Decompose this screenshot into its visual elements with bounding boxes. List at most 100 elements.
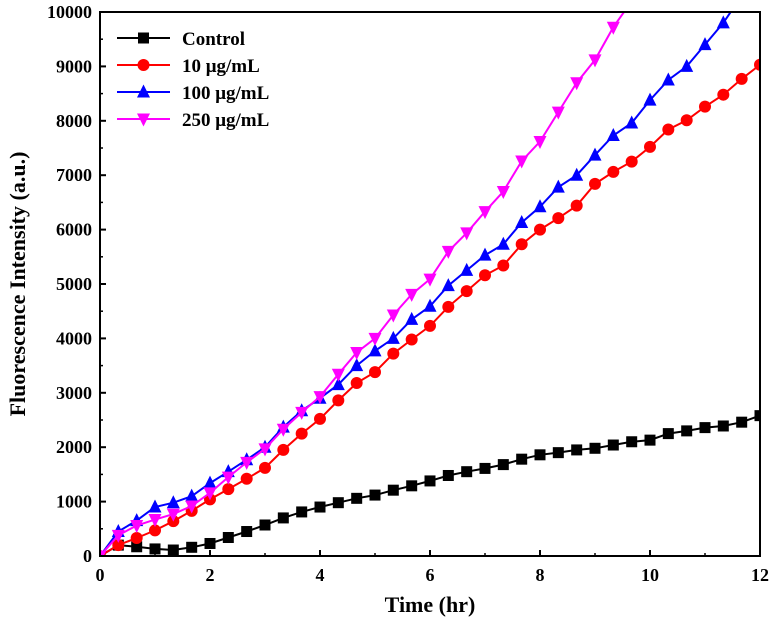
data-point xyxy=(754,58,760,71)
data-point xyxy=(625,0,638,9)
data-point xyxy=(149,524,161,537)
data-point xyxy=(461,466,473,478)
data-point xyxy=(699,422,711,434)
data-point xyxy=(533,199,547,213)
data-point xyxy=(386,330,400,344)
data-point xyxy=(496,186,510,200)
data-point xyxy=(607,165,620,178)
data-point xyxy=(552,447,564,459)
data-point xyxy=(478,247,492,261)
data-point xyxy=(277,443,290,456)
data-point xyxy=(479,462,491,474)
data-point xyxy=(405,288,419,302)
data-point xyxy=(625,155,638,168)
data-point xyxy=(166,508,180,522)
data-point xyxy=(589,442,601,454)
data-point xyxy=(717,88,730,101)
data-point xyxy=(643,92,657,106)
data-point xyxy=(185,488,199,502)
y-tick-label: 1000 xyxy=(56,492,92,512)
legend-label: 100 μg/mL xyxy=(182,83,269,104)
data-point xyxy=(313,391,327,405)
data-point xyxy=(350,377,363,390)
y-tick-label: 4000 xyxy=(56,328,92,348)
x-tick-label: 0 xyxy=(96,565,105,585)
legend-label: 250 μg/mL xyxy=(182,110,269,131)
data-point xyxy=(515,238,528,251)
data-point xyxy=(148,514,162,528)
data-point xyxy=(423,273,437,287)
data-point xyxy=(386,309,400,323)
data-point xyxy=(111,529,125,543)
series-3 xyxy=(100,0,638,556)
data-point xyxy=(497,259,510,272)
data-point xyxy=(515,155,529,169)
data-point xyxy=(112,539,125,552)
data-point xyxy=(387,484,399,496)
data-point xyxy=(203,475,217,489)
data-point xyxy=(314,501,326,513)
data-point xyxy=(424,319,436,332)
data-point xyxy=(717,420,729,432)
data-point xyxy=(351,492,363,504)
data-point xyxy=(441,245,455,259)
data-point xyxy=(644,434,656,446)
data-point xyxy=(588,54,602,68)
data-point xyxy=(534,449,546,461)
data-point xyxy=(515,215,529,229)
legend-entry: 100 μg/mL xyxy=(117,83,269,104)
y-tick-label: 2000 xyxy=(56,437,92,457)
data-point xyxy=(350,358,364,372)
ticks-layer: 0 2 4 6 8 10 12 0 1000 2000 3000 4000 5000 6000 7000 80… xyxy=(47,2,769,585)
x-tick-label: 10 xyxy=(641,565,659,585)
data-point xyxy=(166,495,180,509)
data-point xyxy=(479,269,491,282)
data-point xyxy=(368,332,382,346)
data-point xyxy=(551,179,565,193)
data-point xyxy=(405,333,418,346)
legend-marker xyxy=(137,113,150,127)
data-point xyxy=(204,537,216,549)
legend-marker xyxy=(137,59,150,71)
data-point xyxy=(369,489,381,501)
data-point xyxy=(625,115,639,129)
data-point xyxy=(571,444,583,456)
data-point xyxy=(735,72,748,85)
data-point xyxy=(497,459,509,471)
data-point xyxy=(644,140,656,153)
data-point xyxy=(754,410,760,422)
data-point xyxy=(240,456,254,470)
y-tick-label: 8000 xyxy=(56,111,92,131)
data-point xyxy=(331,368,345,382)
data-point xyxy=(222,532,234,544)
data-point xyxy=(680,114,693,127)
data-point xyxy=(296,506,308,518)
data-point xyxy=(442,469,454,481)
data-point xyxy=(735,0,748,1)
data-point xyxy=(131,541,143,553)
data-point xyxy=(314,412,326,425)
data-point xyxy=(680,58,694,72)
series-layer xyxy=(100,0,760,556)
data-point xyxy=(276,423,290,437)
data-point xyxy=(570,199,583,212)
legend: Control 10 μg/mL 100 μg/mL 250 μg/mL xyxy=(117,29,269,131)
data-point xyxy=(167,544,179,556)
data-point xyxy=(699,100,711,113)
data-point xyxy=(203,487,217,501)
data-point xyxy=(606,21,620,35)
data-point xyxy=(626,436,638,448)
x-tick-label: 6 xyxy=(426,565,435,585)
data-point xyxy=(100,550,107,556)
legend-entry: 250 μg/mL xyxy=(117,110,269,131)
data-point xyxy=(241,526,253,538)
data-point xyxy=(295,406,309,420)
data-point xyxy=(258,443,272,457)
data-point xyxy=(295,427,308,440)
data-point xyxy=(662,428,674,440)
data-point xyxy=(130,532,143,545)
y-tick-label: 0 xyxy=(83,546,92,566)
data-point xyxy=(332,497,344,509)
data-point xyxy=(331,377,345,391)
